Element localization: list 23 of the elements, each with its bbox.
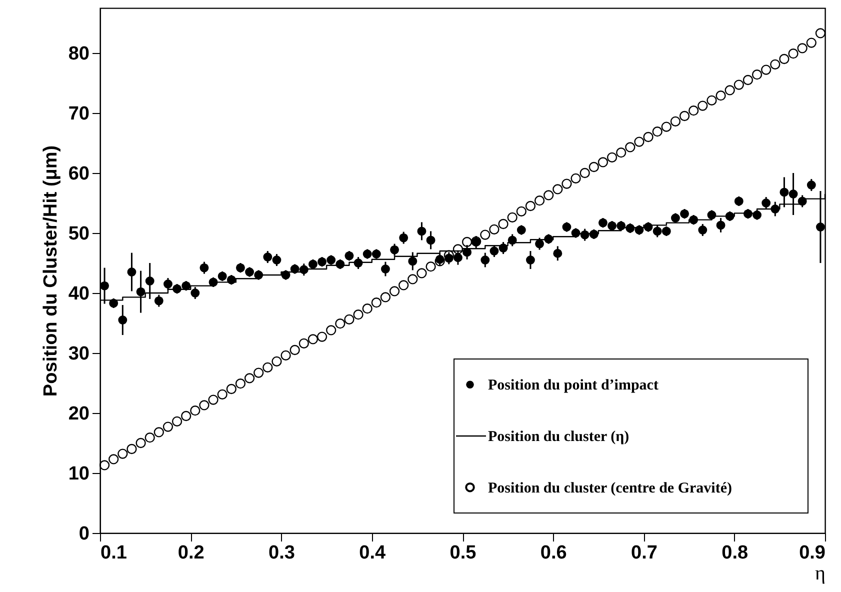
x-tick-label: 0.2	[178, 542, 204, 564]
x-tick-label: 0.5	[450, 542, 477, 564]
y-tick-label: 30	[68, 344, 90, 364]
y-tick-label: 70	[68, 104, 90, 124]
x-tick-label: 0.1	[100, 542, 128, 564]
legend-label: Position du cluster (centre de Gravité)	[488, 480, 732, 496]
x-tick-label: 0.4	[359, 542, 386, 564]
y-tick-label: 0	[78, 524, 90, 544]
x-tick-label: 0.3	[268, 542, 295, 564]
x-axis-title: η	[815, 562, 826, 584]
x-tick-label: 0.8	[722, 542, 748, 564]
y-tick-label: 50	[68, 224, 90, 244]
legend-label: Position du cluster (η)	[488, 429, 630, 445]
y-tick-label: 40	[68, 284, 90, 304]
y-tick-label: 20	[68, 404, 90, 424]
x-tick-label: 0.7	[631, 542, 658, 564]
y-tick-label: 80	[68, 44, 90, 64]
legend-label: Position du point d’impact	[488, 378, 658, 394]
x-tick-label: 0.6	[540, 542, 567, 564]
y-tick-label: 60	[68, 164, 90, 184]
y-axis-title: Position du Cluster/Hit (μm)	[40, 145, 62, 397]
x-tick-label: 0.9	[799, 542, 826, 564]
y-tick-label: 10	[68, 464, 90, 484]
